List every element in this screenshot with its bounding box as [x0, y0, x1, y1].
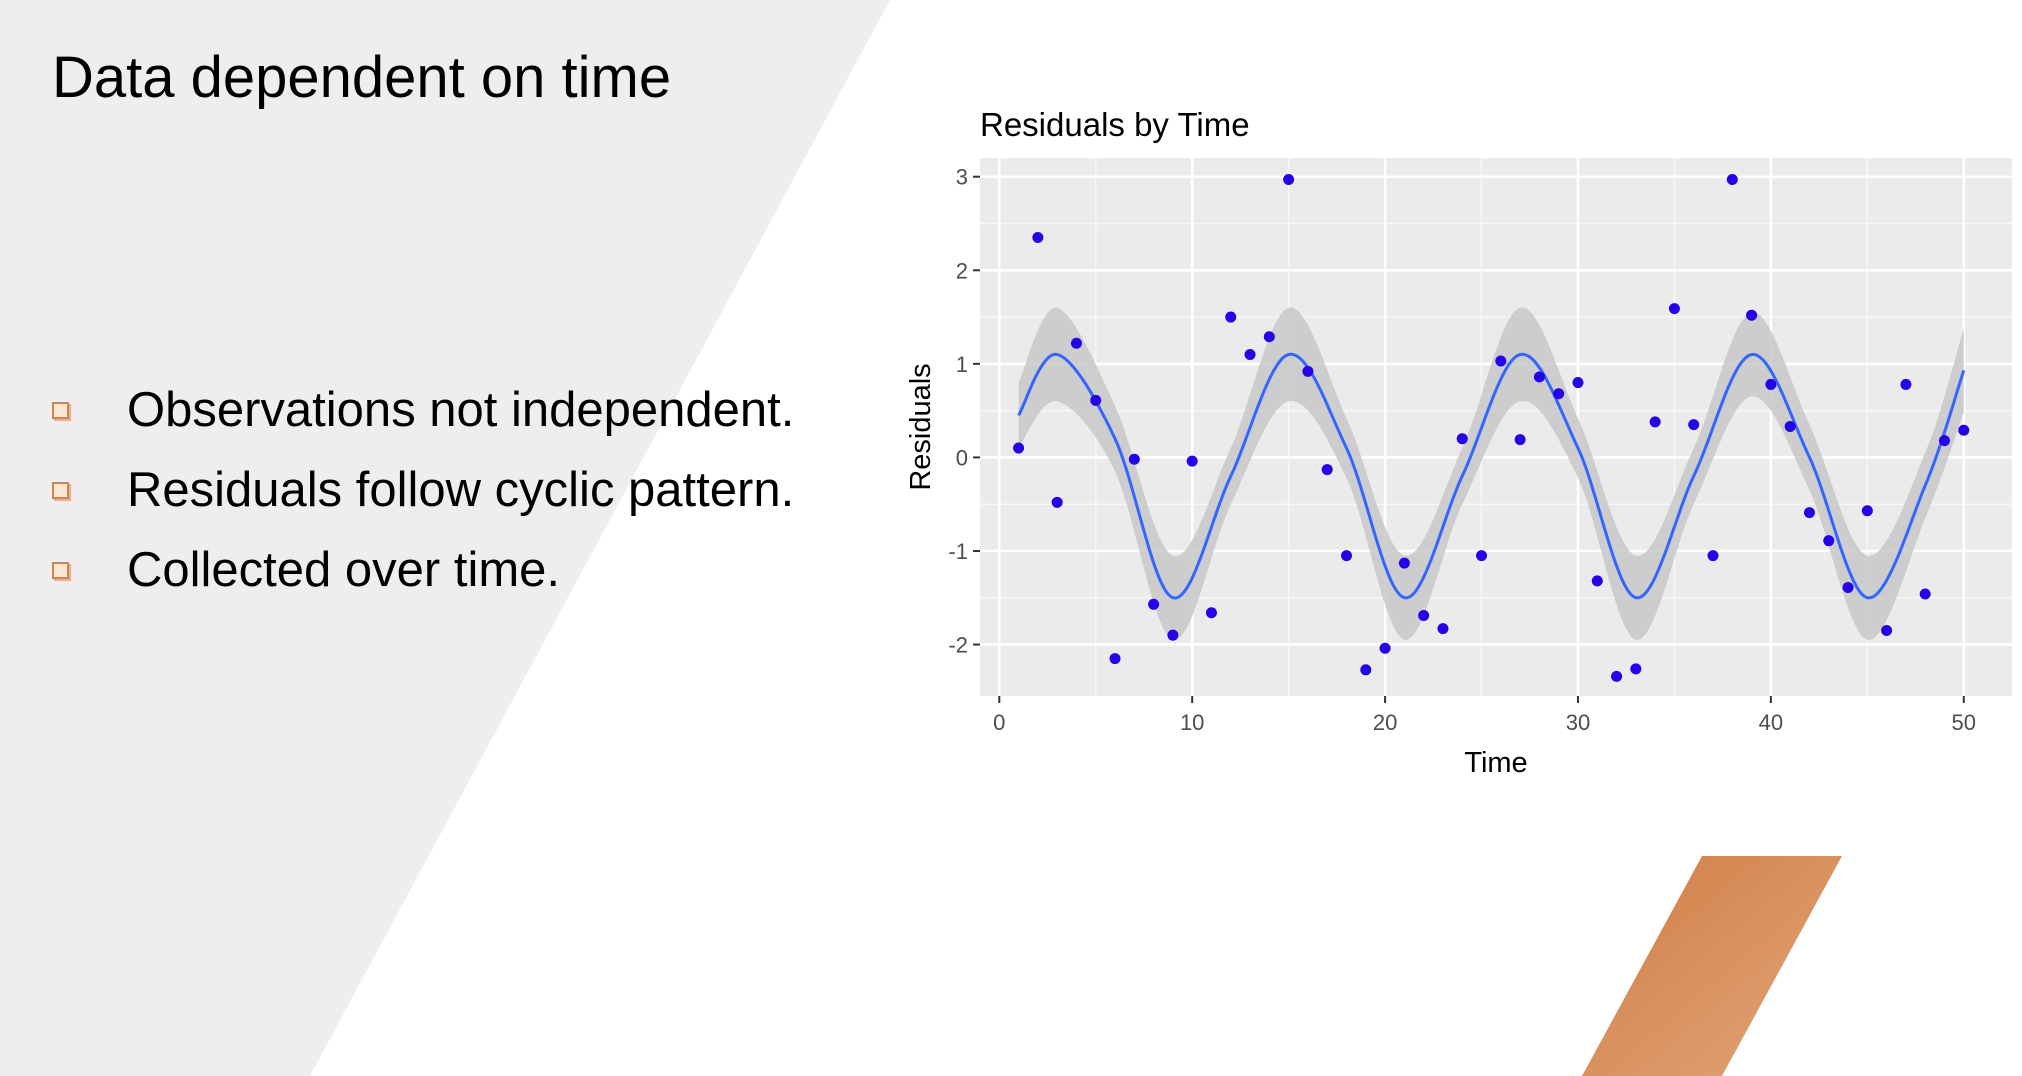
- data-point: [1900, 378, 1912, 390]
- data-point: [1514, 434, 1526, 446]
- data-point: [1861, 505, 1873, 517]
- data-point: [1013, 442, 1025, 454]
- data-point: [1765, 378, 1777, 390]
- data-point: [1205, 607, 1217, 619]
- data-point: [1128, 453, 1140, 465]
- data-point: [1591, 575, 1603, 587]
- x-tick-label: 30: [1566, 710, 1590, 735]
- data-point: [1418, 610, 1430, 622]
- data-point: [1726, 174, 1738, 186]
- data-point: [1379, 642, 1391, 654]
- data-point: [1341, 550, 1353, 562]
- data-point: [1244, 348, 1256, 360]
- smooth-line: [1017, 352, 1966, 600]
- x-tick-label: 0: [993, 710, 1005, 735]
- y-axis-label: Residuals: [905, 363, 937, 490]
- data-point: [1803, 507, 1815, 519]
- data-point: [1881, 625, 1893, 637]
- x-tick-label: 50: [1952, 710, 1976, 735]
- data-point: [1495, 355, 1507, 367]
- data-point: [1032, 232, 1044, 244]
- bullet-text: Observations not independent.: [127, 383, 795, 437]
- data-point: [1533, 371, 1545, 383]
- x-tick-label: 40: [1759, 710, 1783, 735]
- data-point: [1167, 629, 1179, 641]
- y-tick-label: 3: [956, 165, 968, 190]
- square-bullet-icon: [52, 401, 69, 419]
- data-point: [1572, 377, 1584, 389]
- x-tick-label: 10: [1180, 710, 1204, 735]
- data-point: [1263, 331, 1275, 343]
- data-point: [1707, 550, 1719, 562]
- data-point: [1630, 663, 1642, 675]
- data-point: [1553, 388, 1565, 400]
- data-point: [1746, 309, 1758, 321]
- y-tick-label: 0: [956, 445, 968, 470]
- data-point: [1919, 588, 1931, 600]
- bullet-text: Residuals follow cyclic pattern.: [127, 463, 795, 517]
- data-point: [1051, 496, 1063, 508]
- y-tick-label: 1: [956, 352, 968, 377]
- x-axis: 0 10 20 30 40 50: [993, 696, 1976, 735]
- y-tick-label: 2: [956, 258, 968, 283]
- x-axis-label: Time: [1464, 747, 1527, 779]
- data-point: [1302, 365, 1314, 377]
- bullet-text: Collected over time.: [127, 543, 561, 597]
- data-point: [1398, 557, 1410, 569]
- data-point: [1823, 535, 1835, 547]
- bullet-list: Observations not independent. Residuals …: [52, 370, 794, 610]
- data-point: [1360, 664, 1372, 676]
- data-point: [1225, 311, 1237, 323]
- data-point: [1688, 419, 1700, 431]
- data-point: [1456, 433, 1468, 445]
- gray-diagonal-panel: [0, 0, 890, 1076]
- data-point: [1070, 337, 1082, 349]
- y-axis: -2 -1 0 1 2 3: [948, 165, 980, 658]
- data-point: [1476, 550, 1488, 562]
- y-tick-label: -2: [948, 633, 968, 658]
- data-point: [1090, 394, 1102, 406]
- square-bullet-icon: [52, 561, 69, 579]
- bullet-item: Collected over time.: [52, 530, 794, 610]
- bullet-item: Observations not independent.: [52, 370, 794, 450]
- bullet-item: Residuals follow cyclic pattern.: [52, 450, 794, 530]
- data-point: [1668, 303, 1680, 315]
- data-point: [1842, 581, 1854, 593]
- x-tick-label: 20: [1373, 710, 1397, 735]
- data-point: [1186, 455, 1198, 467]
- data-point: [1109, 653, 1121, 665]
- chart-title: Residuals by Time: [980, 106, 1250, 143]
- data-point: [1283, 174, 1295, 186]
- smooth-curve: [1017, 352, 1966, 600]
- data-point: [1611, 670, 1623, 682]
- data-point: [1148, 598, 1160, 610]
- data-point: [1958, 424, 1970, 436]
- data-point: [1938, 435, 1950, 447]
- data-point: [1784, 421, 1796, 433]
- data-points: [1013, 174, 1970, 682]
- y-tick-label: -1: [948, 539, 968, 564]
- data-point: [1649, 416, 1661, 428]
- data-point: [1437, 623, 1449, 635]
- slide-title: Data dependent on time: [52, 45, 672, 110]
- data-point: [1321, 464, 1333, 476]
- square-bullet-icon: [52, 481, 69, 499]
- orange-accent-stripe: [1582, 856, 1842, 1076]
